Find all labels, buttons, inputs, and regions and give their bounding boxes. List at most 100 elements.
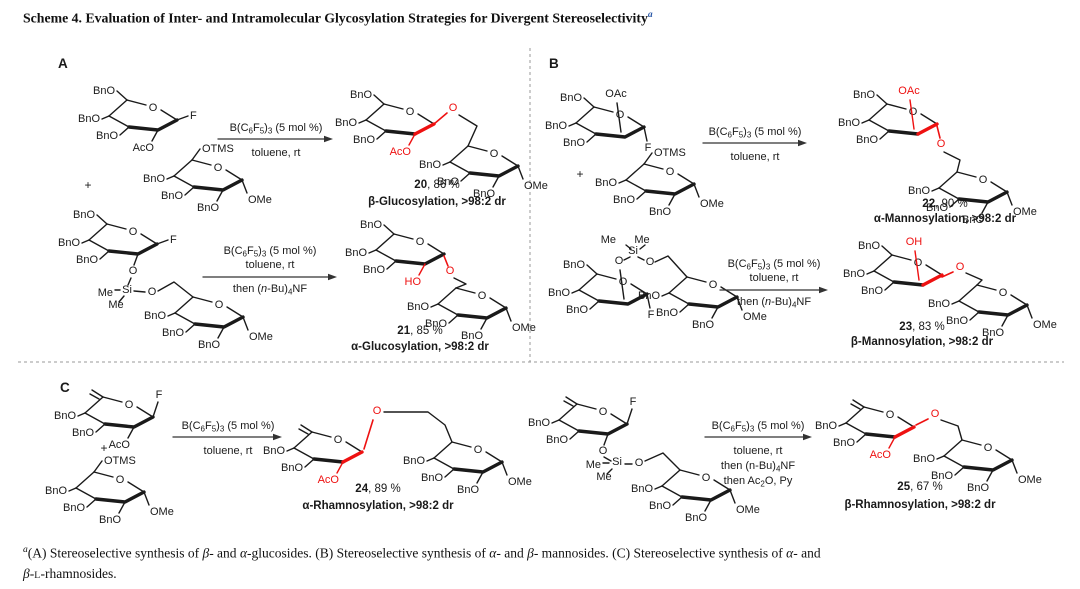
bond-line — [84, 412, 106, 425]
methyl-label: Me — [586, 459, 601, 471]
substituent-label: BnO — [962, 214, 984, 226]
substituent-label: BnO — [858, 240, 880, 252]
substituent-bond — [373, 94, 385, 105]
glycosidic-oxygen-label: O — [449, 102, 458, 114]
glycosidic-bond-red — [936, 125, 941, 139]
panel-label-a: A — [58, 56, 68, 71]
bond-line — [375, 233, 395, 251]
tether-oxygen-label: O — [148, 286, 157, 298]
condition-label: toluene, rt — [734, 445, 783, 457]
substituent-label: BnO — [72, 427, 94, 439]
bond-line — [365, 103, 385, 121]
substituent-label: BnO — [613, 194, 635, 206]
bond-line — [596, 273, 617, 280]
substituent-bond — [152, 401, 159, 418]
bond-line — [311, 431, 332, 438]
product-label: 20, 86 % — [414, 179, 459, 191]
substituent-label: OMe — [1033, 319, 1057, 331]
substituent-label: BnO — [45, 485, 67, 497]
substituent-bond — [118, 501, 126, 514]
bond-line — [108, 99, 128, 117]
substituent-bond — [336, 461, 344, 474]
bond-line — [103, 415, 155, 429]
substituent-label: BnO — [631, 483, 653, 495]
molecule-product-top-sugar: O BnO BnO BnO HO — [345, 219, 446, 288]
substituent-bond — [1006, 191, 1013, 206]
substituent-bond — [951, 300, 960, 305]
bond-line — [864, 432, 897, 439]
methyl-label: Me — [634, 234, 649, 246]
molecule-product-top-sugar: O BnO BnO BnO AcO — [335, 89, 436, 158]
ring-oxygen-label: O — [599, 406, 608, 418]
substituent-bond — [184, 186, 195, 196]
molecule-product-bottom-sugar: O BnO BnO BnO OMe — [928, 284, 1057, 339]
bond-line — [94, 490, 146, 504]
substituent-label: BnO — [93, 85, 115, 97]
reaction-21: OBnOBnOBnOOFOBnOBnOBnOOMeOBnOBnOBnOHOOBn… — [58, 209, 536, 353]
reaction-23: OBnOBnOBnOOFOBnOBnOBnOOMeOBnOBnOBnOOHOBn… — [548, 234, 1057, 348]
substituent-label: BnO — [560, 92, 582, 104]
substituent-bond — [668, 193, 676, 206]
substituent-label: F — [190, 110, 197, 122]
glycosidic-bond — [943, 151, 961, 173]
tether-bond — [654, 255, 688, 278]
bond-line — [501, 155, 519, 167]
substituent-bond — [571, 289, 580, 294]
bond-line — [630, 283, 648, 295]
bond-line — [577, 422, 629, 436]
glycosidic-bond — [383, 411, 453, 443]
substituent-label: F — [156, 389, 163, 401]
substituent-bond — [654, 485, 663, 490]
substituent-bond — [936, 455, 945, 460]
substituent-label: BnO — [545, 120, 567, 132]
bond-line — [868, 103, 888, 121]
substituent-label: OMe — [512, 322, 536, 334]
bond-line — [174, 296, 194, 314]
bond-line — [437, 303, 459, 316]
glycosidic-oxygen-label: O — [373, 405, 382, 417]
substituent-label: BnO — [692, 319, 714, 331]
bond-line — [455, 287, 476, 294]
bond-line — [383, 103, 404, 110]
bond-line — [489, 297, 507, 309]
substituent-label: OMe — [743, 311, 767, 323]
substituent-label: O — [615, 255, 624, 267]
reaction-20: O BnO BnO BnO AcO F O OTMS BnO BnO BnO OMe O BnO BnO Bn… — [78, 85, 548, 214]
bond-line — [668, 276, 688, 294]
substituent-bond — [568, 122, 577, 127]
molecule-product-bottom-sugar: O BnO BnO BnO OMe — [908, 171, 1037, 226]
molecule-product-left-sugar: O BnO BnO AcO — [815, 399, 916, 461]
substituent-label: AcO — [870, 449, 892, 461]
condition-label: then (n-Bu)4NF — [721, 460, 795, 474]
bond-line — [720, 286, 738, 298]
substituent-bond — [736, 296, 743, 311]
bond-line — [920, 113, 938, 125]
substituent-label: OMe — [524, 180, 548, 192]
bond-line — [140, 233, 158, 245]
tether-bond — [623, 256, 631, 261]
substituent-bond — [86, 498, 97, 508]
bond-line — [192, 178, 244, 192]
ring-oxygen-label: O — [709, 279, 718, 291]
substituent-label: BnO — [425, 318, 447, 330]
bond-line — [192, 296, 213, 303]
substituent-label: BnO — [528, 417, 550, 429]
substituent-bond — [517, 165, 524, 180]
methyl-label: Me — [108, 299, 123, 311]
substituent-bond — [156, 239, 169, 245]
bond-line — [845, 422, 867, 435]
bond-line — [312, 457, 345, 464]
condition-label: then Ac2O, Py — [724, 475, 793, 489]
substituent-label: BnO — [563, 137, 585, 149]
substituent-label: BnO — [353, 134, 375, 146]
glycosidic-bond — [458, 114, 478, 147]
ring-oxygen-label: O — [474, 444, 483, 456]
substituent-bond — [376, 130, 387, 140]
substituent-bond — [492, 175, 500, 188]
substituent-bond — [586, 264, 598, 275]
substituent-label: BnO — [263, 445, 285, 457]
bond-line — [345, 441, 363, 453]
substituent-bond — [876, 94, 888, 105]
substituent-bond — [1011, 459, 1018, 474]
substituent-label: OMe — [1013, 206, 1037, 218]
